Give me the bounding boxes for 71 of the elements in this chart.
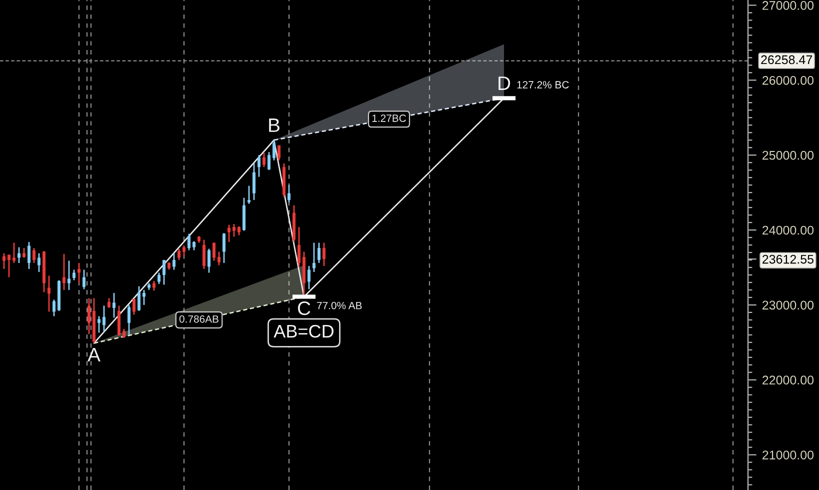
annotation: A <box>88 348 100 362</box>
candlestick <box>52 299 56 317</box>
candlestick <box>232 223 236 238</box>
line-series <box>93 97 505 344</box>
candlestick <box>88 298 90 335</box>
candlestick <box>318 242 320 264</box>
candlestick <box>188 233 190 251</box>
candlestick <box>32 247 36 264</box>
annotation: 127.2% BC <box>517 81 569 88</box>
annotation: AB=CD <box>274 324 334 338</box>
candlestick <box>262 152 266 168</box>
candlestick <box>162 259 166 286</box>
candlestick <box>182 245 186 257</box>
candlestick <box>108 298 110 309</box>
candlestick <box>48 275 50 312</box>
annotation: B <box>269 118 280 132</box>
y-tick-label: 22000.00 <box>762 376 814 385</box>
candlestick <box>178 248 180 261</box>
series-label: 1.27BC <box>372 114 406 122</box>
candlestick <box>222 232 226 264</box>
candlestick <box>28 241 30 270</box>
y-tick-label: 23612.55 <box>762 254 814 264</box>
y-tick-label: 24000.00 <box>762 226 814 235</box>
candlestick <box>298 226 300 268</box>
candlestick <box>172 252 176 270</box>
candlestick <box>18 246 20 264</box>
candlestick <box>68 260 70 291</box>
candlestick <box>98 315 100 334</box>
candlestick <box>72 269 76 281</box>
candlestick <box>82 269 86 290</box>
candlestick <box>128 304 130 336</box>
y-tick-label: 27000.00 <box>762 1 814 10</box>
candlestick <box>132 298 136 316</box>
candlestick <box>272 139 276 162</box>
candlestick <box>268 151 270 171</box>
candlestick <box>212 242 216 262</box>
candlestick <box>288 184 290 203</box>
candlestick <box>112 292 116 318</box>
candlestick <box>202 239 206 270</box>
candlestick <box>62 253 66 291</box>
candlestick <box>8 254 10 278</box>
annotation: D <box>498 76 510 90</box>
series-label: 0.786AB <box>179 315 218 323</box>
candlestick <box>248 185 250 204</box>
ref-line-label: 26258.47 <box>761 55 812 64</box>
candlestick <box>252 162 256 201</box>
candlestick <box>152 280 156 292</box>
candlestick <box>2 252 6 270</box>
candlestick <box>12 242 16 264</box>
y-tick-label: 23000.00 <box>762 300 814 310</box>
annotation: 77.0% AB <box>317 302 362 310</box>
candlestick <box>22 247 26 258</box>
candlestick <box>38 252 40 273</box>
candlestick <box>218 251 220 266</box>
candlestick <box>78 262 80 284</box>
candlestick <box>258 154 260 178</box>
candlestick <box>118 304 120 336</box>
y-tick-label: 25000.00 <box>762 150 814 160</box>
candlestick <box>278 144 280 162</box>
annotation: C <box>298 301 310 316</box>
candlestick <box>158 272 160 285</box>
candlestick <box>322 242 326 267</box>
y-tick-label: 26000.00 <box>762 76 814 85</box>
y-tick-label: 21000.00 <box>762 450 814 460</box>
candlestick <box>102 304 106 333</box>
candlestick <box>138 286 140 312</box>
candlestick <box>228 224 230 243</box>
candlestick <box>308 265 310 290</box>
candlestick <box>312 242 316 273</box>
candlestick <box>142 289 146 306</box>
candlestick <box>208 248 210 274</box>
